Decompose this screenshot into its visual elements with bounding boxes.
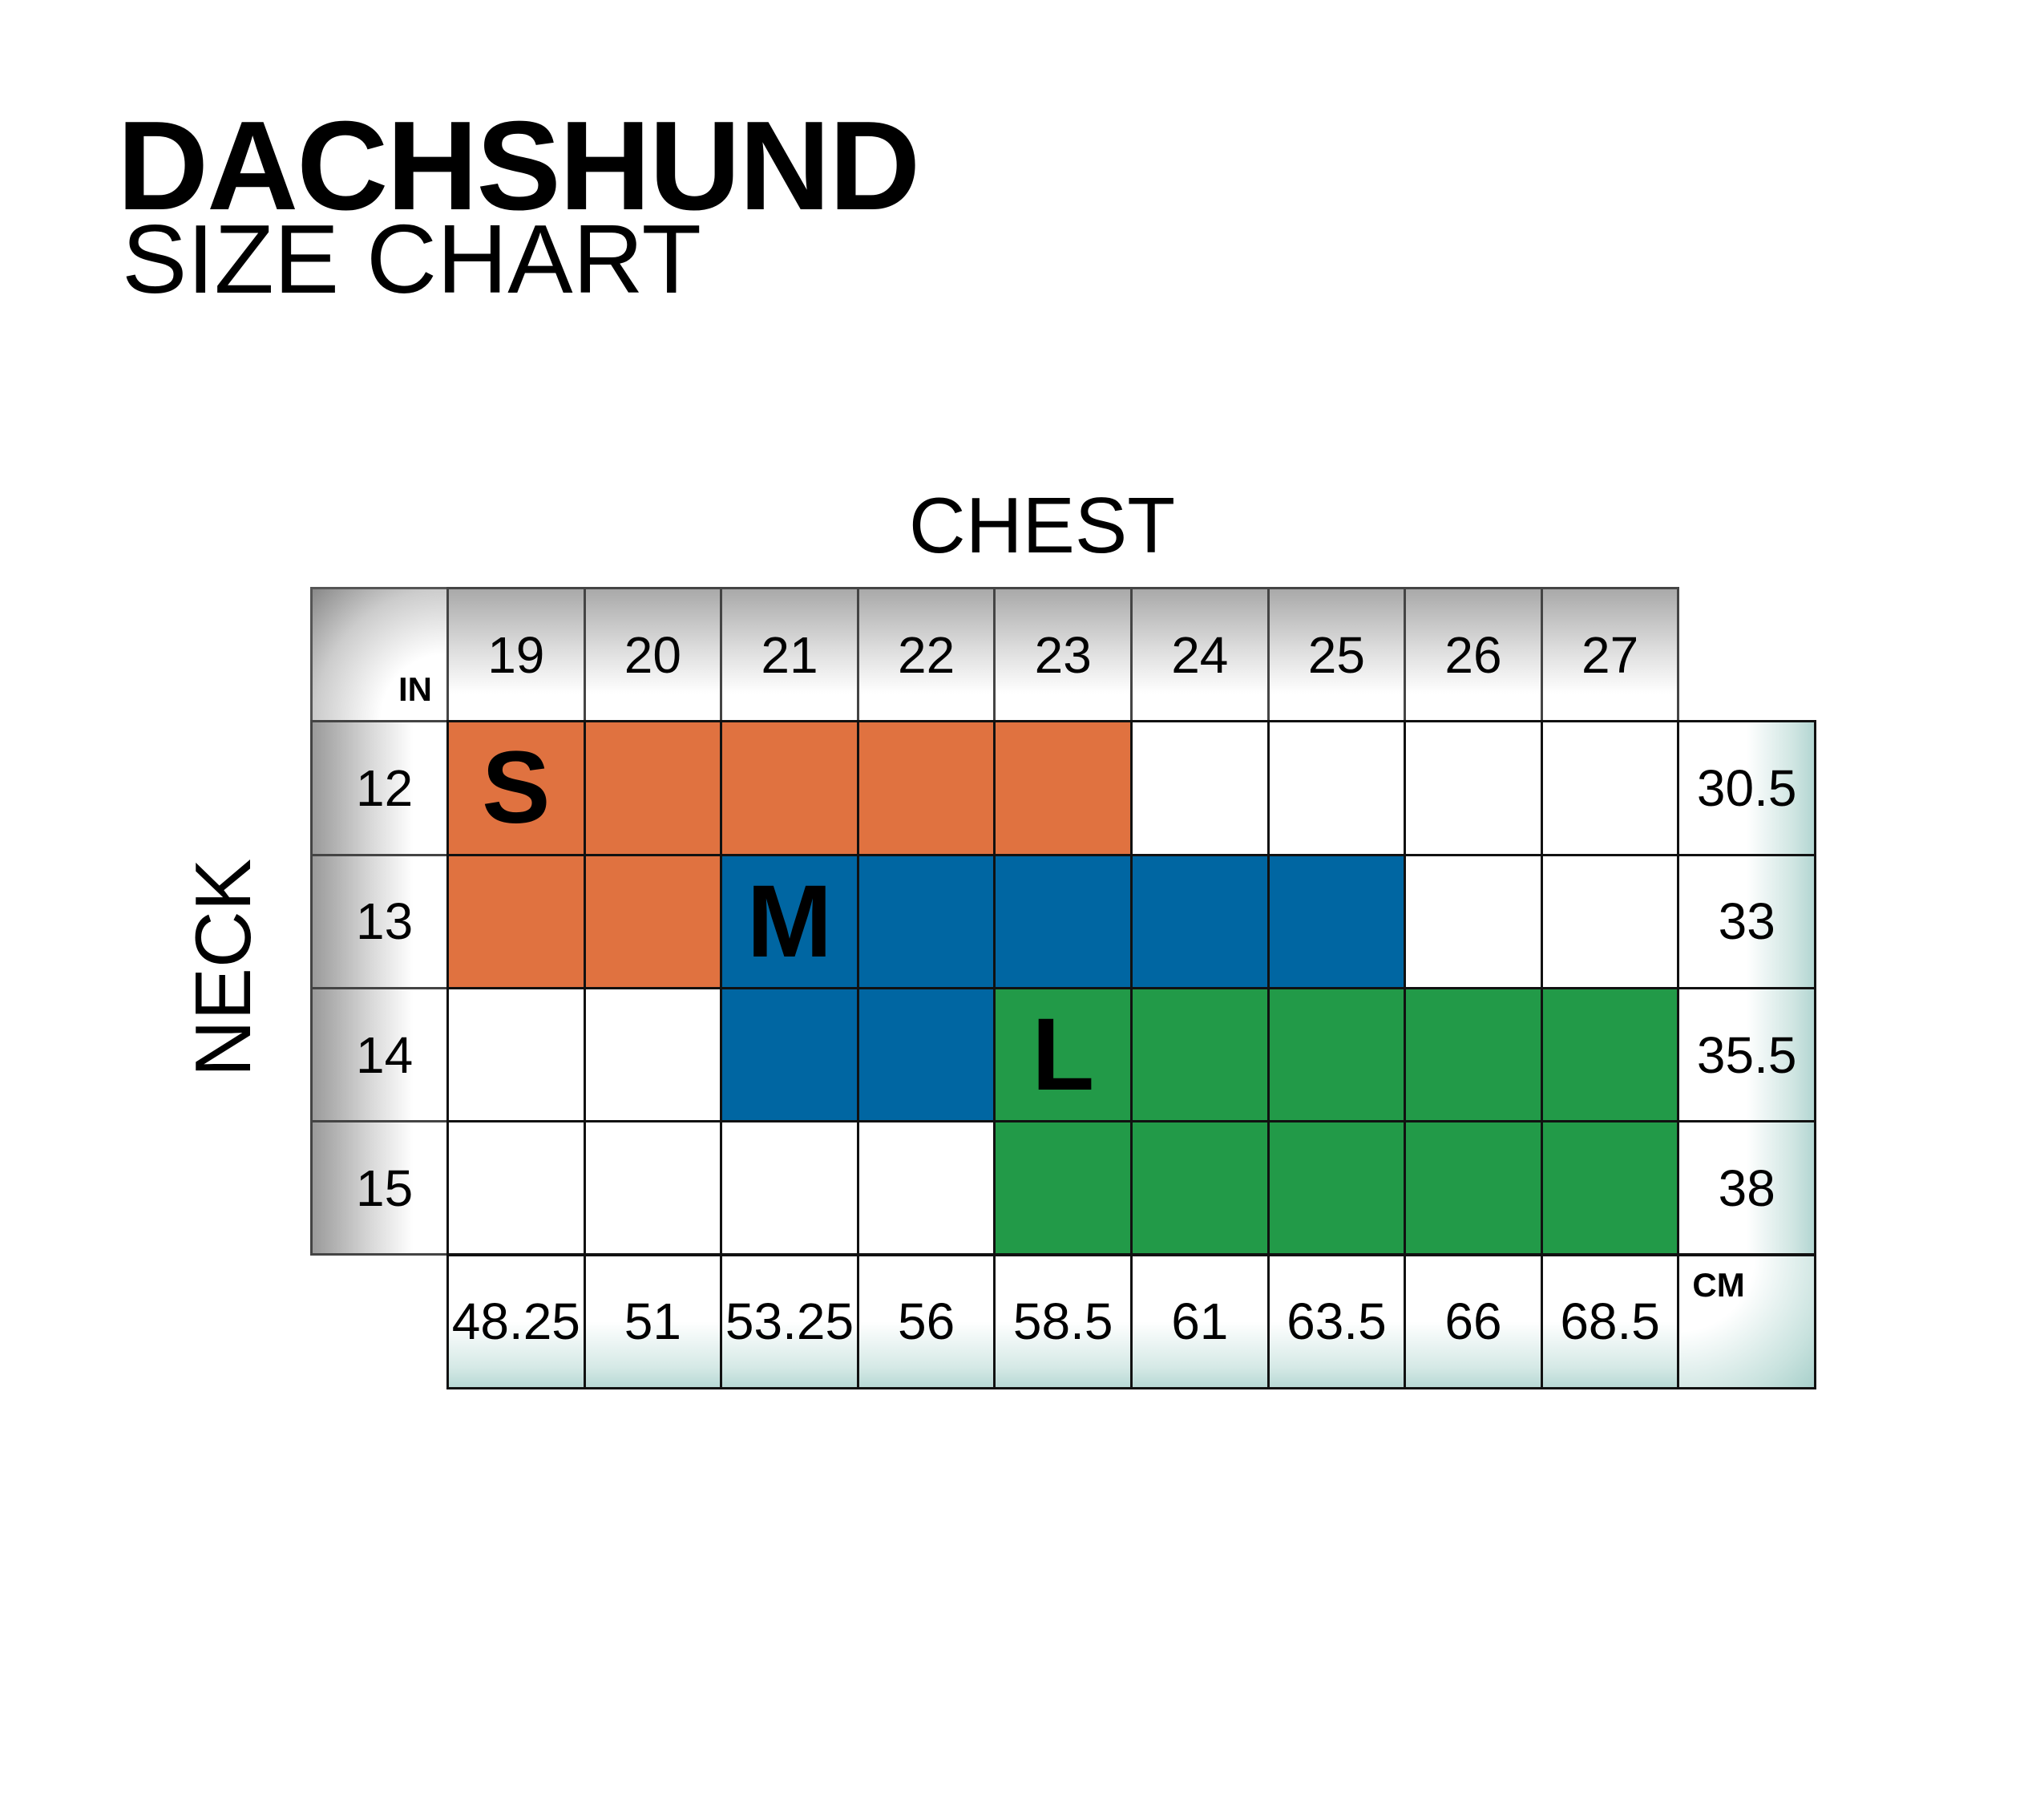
- empty-cell: [1266, 720, 1407, 856]
- empty-cell: [583, 986, 723, 1123]
- page-title: DACHSHUND: [117, 95, 920, 237]
- empty-cell: [583, 1120, 723, 1256]
- empty-cell: [720, 1120, 859, 1256]
- empty-cell: [1540, 853, 1680, 989]
- size-cell-l: [1540, 1120, 1680, 1256]
- chest-cm-value: 68.5: [1540, 1253, 1680, 1389]
- empty-cell: [1130, 720, 1270, 856]
- size-cell-l: [1404, 1120, 1543, 1256]
- size-cell-s: [583, 720, 723, 856]
- unit-corner-in: IN: [310, 587, 449, 723]
- chest-in-header: 23: [993, 587, 1133, 723]
- chest-in-header: 27: [1540, 587, 1680, 723]
- chest-cm-value: 53.25: [720, 1253, 859, 1389]
- size-cell-l: [1266, 986, 1407, 1123]
- chest-in-header: 26: [1404, 587, 1543, 723]
- size-cell-s: [583, 853, 723, 989]
- size-cell-m: [993, 853, 1133, 989]
- size-cell-m: [1266, 853, 1407, 989]
- size-cell-l: [1130, 986, 1270, 1123]
- page-subtitle: SIZE CHART: [122, 204, 702, 313]
- unit-corner-cm: CM: [1677, 1253, 1816, 1389]
- size-cell-l: [993, 1120, 1133, 1256]
- chest-cm-value: 48.25: [446, 1253, 586, 1389]
- size-cell-l: [1404, 986, 1543, 1123]
- size-cell-s: S: [446, 720, 586, 856]
- chest-cm-value: 56: [856, 1253, 996, 1389]
- chest-in-header: 25: [1266, 587, 1407, 723]
- neck-in-header: 15: [310, 1120, 449, 1256]
- size-cell-m: [856, 853, 996, 989]
- size-cell-l: [1540, 986, 1680, 1123]
- chest-in-header: 20: [583, 587, 723, 723]
- chest-cm-value: 58.5: [993, 1253, 1133, 1389]
- neck-in-header: 13: [310, 853, 449, 989]
- empty-cell: [856, 1120, 996, 1256]
- size-cell-s: [720, 720, 859, 856]
- neck-cm-value: 33: [1677, 853, 1816, 989]
- size-cell-s: [446, 853, 586, 989]
- x-axis-label: CHEST: [908, 481, 1176, 569]
- neck-in-header: 14: [310, 986, 449, 1123]
- size-cell-s: [856, 720, 996, 856]
- chest-in-header: 24: [1130, 587, 1270, 723]
- empty-cell: [1404, 720, 1543, 856]
- size-cell-m: [856, 986, 996, 1123]
- size-label-s: S: [482, 730, 551, 846]
- size-cell-s: [993, 720, 1133, 856]
- y-axis-label: NECK: [179, 858, 267, 1078]
- empty-cell: [1404, 853, 1543, 989]
- neck-in-header: 12: [310, 720, 449, 856]
- neck-cm-value: 35.5: [1677, 986, 1816, 1123]
- empty-cell: [1540, 720, 1680, 856]
- chest-cm-value: 63.5: [1266, 1253, 1407, 1389]
- neck-cm-value: 38: [1677, 1120, 1816, 1256]
- size-cell-m: [720, 986, 859, 1123]
- chest-in-header: 19: [446, 587, 586, 723]
- chest-in-header: 22: [856, 587, 996, 723]
- size-label-l: L: [1032, 997, 1095, 1113]
- chest-cm-value: 66: [1404, 1253, 1543, 1389]
- empty-cell: [446, 1120, 586, 1256]
- size-cell-l: L: [993, 986, 1133, 1123]
- size-cell-m: M: [720, 853, 859, 989]
- size-cell-l: [1266, 1120, 1407, 1256]
- neck-cm-value: 30.5: [1677, 720, 1816, 856]
- size-cell-l: [1130, 1120, 1270, 1256]
- unit-cm-label: CM: [1692, 1265, 1745, 1304]
- chest-cm-value: 61: [1130, 1253, 1270, 1389]
- size-cell-m: [1130, 853, 1270, 989]
- unit-in-label: IN: [398, 670, 432, 709]
- chest-in-header: 21: [720, 587, 859, 723]
- size-label-m: M: [746, 864, 833, 979]
- chest-cm-value: 51: [583, 1253, 723, 1389]
- empty-cell: [446, 986, 586, 1123]
